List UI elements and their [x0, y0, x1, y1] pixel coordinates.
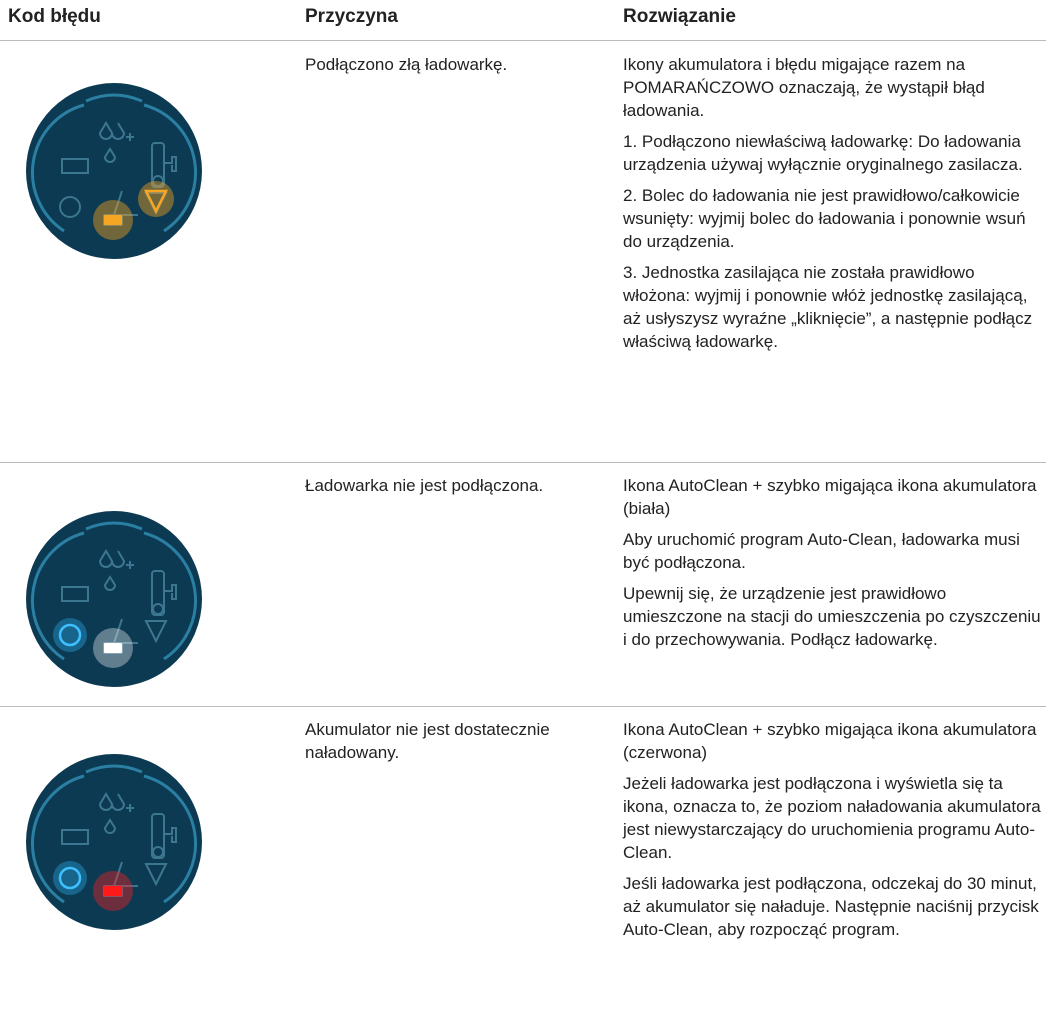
solution: Ikony akumulatora i błędu migające razem… — [623, 53, 1041, 361]
solution: Ikona AutoClean + szybko migająca ikona … — [623, 474, 1041, 659]
status-icon — [24, 81, 204, 261]
table-row: Podłączono złą ładowarkę. Ikony akumulat… — [0, 41, 1046, 463]
solution-paragraph: Upewnij się, że urządzenie jest prawidło… — [623, 584, 1041, 649]
solution-paragraph: Aby uruchomić program Auto-Clean, ładowa… — [623, 530, 1020, 572]
column-header: Rozwiązanie — [623, 6, 736, 27]
status-icon — [24, 752, 204, 932]
solution-paragraph: Jeśli ładowarka jest podłączona, odczeka… — [623, 874, 1039, 939]
solution-paragraph: Ikona AutoClean + szybko migająca ikona … — [623, 476, 1037, 518]
cause: Akumulator nie jest dostatecznie naładow… — [305, 720, 550, 762]
solution-paragraph: Jeżeli ładowarka jest podłączona i wyświ… — [623, 774, 1041, 862]
cause: Podłączono złą ładowarkę. — [305, 55, 508, 74]
cause: Ładowarka nie jest podłączona. — [305, 476, 544, 495]
column-header: Kod błędu — [8, 6, 101, 27]
solution-paragraph: 1. Podłączono niewłaściwą ładowarkę: Do … — [623, 132, 1023, 174]
table-row: Ładowarka nie jest podłączona. Ikona Aut… — [0, 463, 1046, 707]
status-icon — [24, 509, 204, 689]
table-row: Akumulator nie jest dostatecznie naładow… — [0, 707, 1046, 1019]
solution: Ikona AutoClean + szybko migająca ikona … — [623, 718, 1041, 949]
solution-paragraph: Ikony akumulatora i błędu migające razem… — [623, 55, 985, 120]
solution-paragraph: Ikona AutoClean + szybko migająca ikona … — [623, 720, 1037, 762]
table-header: Kod błędu Przyczyna Rozwiązanie — [0, 0, 1046, 41]
solution-paragraph: 3. Jednostka zasilająca nie została praw… — [623, 263, 1033, 351]
solution-paragraph: 2. Bolec do ładowania nie jest prawidłow… — [623, 186, 1026, 251]
column-header: Przyczyna — [305, 6, 398, 27]
